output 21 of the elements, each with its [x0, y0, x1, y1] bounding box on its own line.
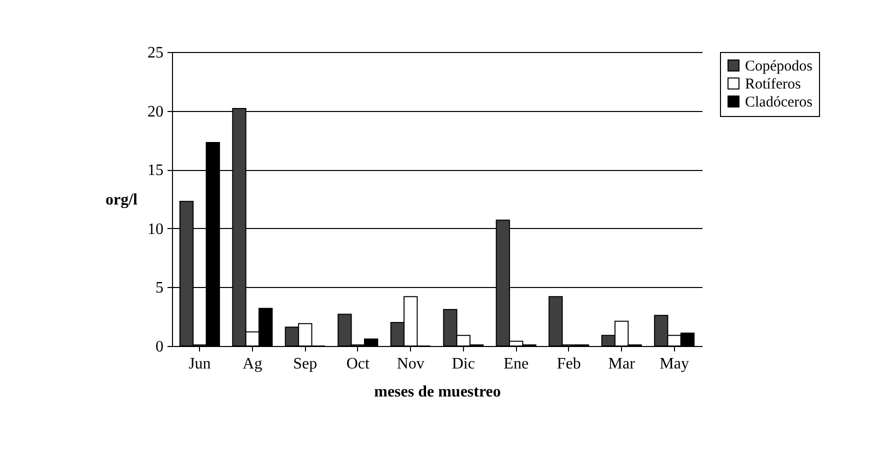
y-tick-label: 0 — [156, 338, 164, 356]
y-tick-label: 15 — [148, 162, 164, 180]
x-tick-label: Oct — [346, 356, 370, 372]
y-tick-label: 20 — [148, 103, 164, 120]
legend-label: Cladóceros — [745, 94, 813, 110]
x-tick-label: Dic — [452, 356, 475, 372]
legend-label: Copépodos — [745, 58, 813, 74]
y-tick-label: 5 — [156, 280, 164, 297]
x-tick-label: May — [660, 356, 689, 372]
x-tick-label: Nov — [396, 356, 424, 372]
x-tick-label: Feb — [556, 356, 581, 372]
y-axis-title: org/l — [106, 192, 138, 208]
x-tick-label: Ag — [242, 356, 262, 372]
x-axis-title: meses de muestreo — [374, 384, 501, 400]
x-tick-label: Sep — [293, 356, 318, 372]
x-tick-label: Mar — [608, 356, 636, 372]
y-tick-label: 10 — [148, 220, 164, 238]
y-tick-label: 25 — [148, 44, 164, 62]
legend-label: Rotíferos — [745, 76, 801, 92]
x-tick-label: Ene — [504, 356, 529, 372]
x-tick-label: Jun — [188, 356, 211, 372]
